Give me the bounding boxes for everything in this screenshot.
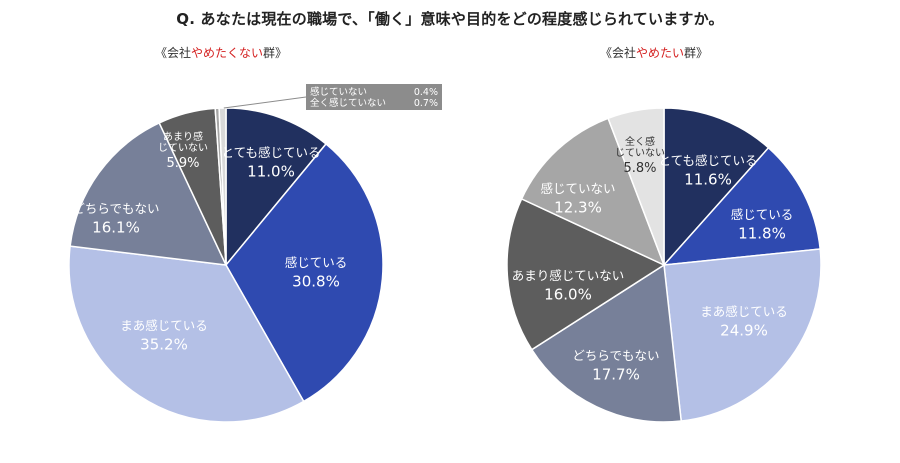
slice-label: どちらでもない (72, 201, 159, 216)
slice-label: あまり感じていない (158, 130, 208, 154)
callout-label: 全く感じていない (310, 97, 386, 109)
pie-slice (69, 121, 228, 266)
slice-label: 全く感じていない (615, 135, 665, 159)
slice-value-label: 24.9% (720, 322, 768, 340)
right-pie-title-highlight: やめたい (636, 46, 685, 60)
pie-slice (506, 197, 666, 351)
callout-value: 0.7% (414, 98, 438, 109)
pie-slice (68, 245, 305, 423)
slice-value-label: 11.6% (684, 171, 732, 189)
slice-label: あまり感じていない (512, 268, 625, 283)
slice-label: とても感じている (658, 153, 757, 168)
slice-value-label: 11.0% (247, 163, 295, 181)
left-pie-title-prefix: 《会社 (155, 46, 192, 60)
slice-label: 感じていない (540, 181, 615, 196)
pie-slice (662, 146, 822, 266)
slice-value-label: 30.8% (292, 273, 340, 291)
pie-slice (225, 142, 384, 403)
callout-value: 0.4% (414, 87, 438, 98)
slice-value-label: 5.9% (166, 156, 199, 171)
right-pie-title-suffix: 群》 (684, 46, 709, 60)
pie-0: とても感じている 11.0% 感じている 30.8% まあ感じている 35.2% どちらでも… (68, 84, 442, 423)
slice-label: とても感じている (221, 145, 320, 160)
slice-value-label: 11.8% (738, 225, 786, 243)
slice-value-label: 5.8% (623, 161, 656, 176)
slice-label: 感じている (731, 207, 794, 222)
slice-label: どちらでもない (572, 348, 659, 363)
callout-leader (223, 96, 307, 109)
left-pie-title-highlight: やめたくない (191, 46, 264, 60)
slice-value-label: 12.3% (554, 199, 602, 217)
pie-slice (520, 117, 666, 267)
slice-value-label: 16.0% (544, 286, 592, 304)
slice-value-label: 35.2% (140, 336, 188, 354)
pie-slice (607, 107, 665, 266)
page-title: Q. あなたは現在の職場で、「働く」意味や目的をどの程度感じられていますか。 (176, 10, 724, 28)
right-pie-title-prefix: 《会社 (600, 46, 637, 60)
slice-value-label: 16.1% (92, 219, 140, 237)
slice-label: まあ感じている (700, 304, 788, 319)
callout-box (306, 84, 442, 110)
pie-slice (663, 107, 770, 267)
left-pie-title-suffix: 群》 (263, 46, 288, 60)
pie-slice (530, 263, 683, 423)
pie-slice (663, 248, 822, 422)
callout-label: 感じていない (310, 86, 367, 98)
right-pie-title: 《会社やめたい群》 (600, 44, 708, 61)
left-pie-title: 《会社やめたくない群》 (155, 44, 287, 61)
slice-label: まあ感じている (120, 318, 208, 333)
pie-slice (225, 107, 328, 268)
pie-1: とても感じている 11.6% 感じている 11.8% まあ感じている 24.9% どちらでも… (506, 107, 822, 423)
slice-label: 感じている (285, 255, 348, 270)
slice-value-label: 17.7% (592, 366, 640, 384)
